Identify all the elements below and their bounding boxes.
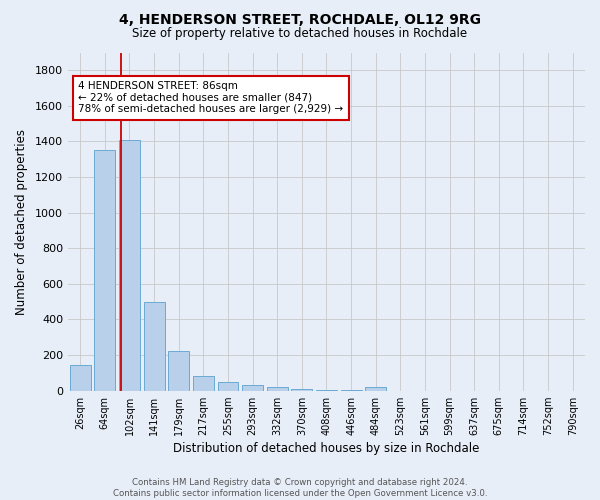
Text: 4, HENDERSON STREET, ROCHDALE, OL12 9RG: 4, HENDERSON STREET, ROCHDALE, OL12 9RG [119, 12, 481, 26]
Text: Size of property relative to detached houses in Rochdale: Size of property relative to detached ho… [133, 28, 467, 40]
Text: 4 HENDERSON STREET: 86sqm
← 22% of detached houses are smaller (847)
78% of semi: 4 HENDERSON STREET: 86sqm ← 22% of detac… [78, 81, 343, 114]
Bar [218, 382, 238, 390]
Bar [242, 386, 263, 390]
Bar [70, 365, 91, 390]
Bar [193, 376, 214, 390]
Bar [119, 140, 140, 390]
Y-axis label: Number of detached properties: Number of detached properties [15, 128, 28, 314]
Bar [94, 150, 115, 390]
Bar [365, 388, 386, 390]
X-axis label: Distribution of detached houses by size in Rochdale: Distribution of detached houses by size … [173, 442, 479, 455]
Bar [143, 302, 164, 390]
Text: Contains HM Land Registry data © Crown copyright and database right 2024.
Contai: Contains HM Land Registry data © Crown c… [113, 478, 487, 498]
Bar [267, 387, 287, 390]
Bar [168, 350, 189, 391]
